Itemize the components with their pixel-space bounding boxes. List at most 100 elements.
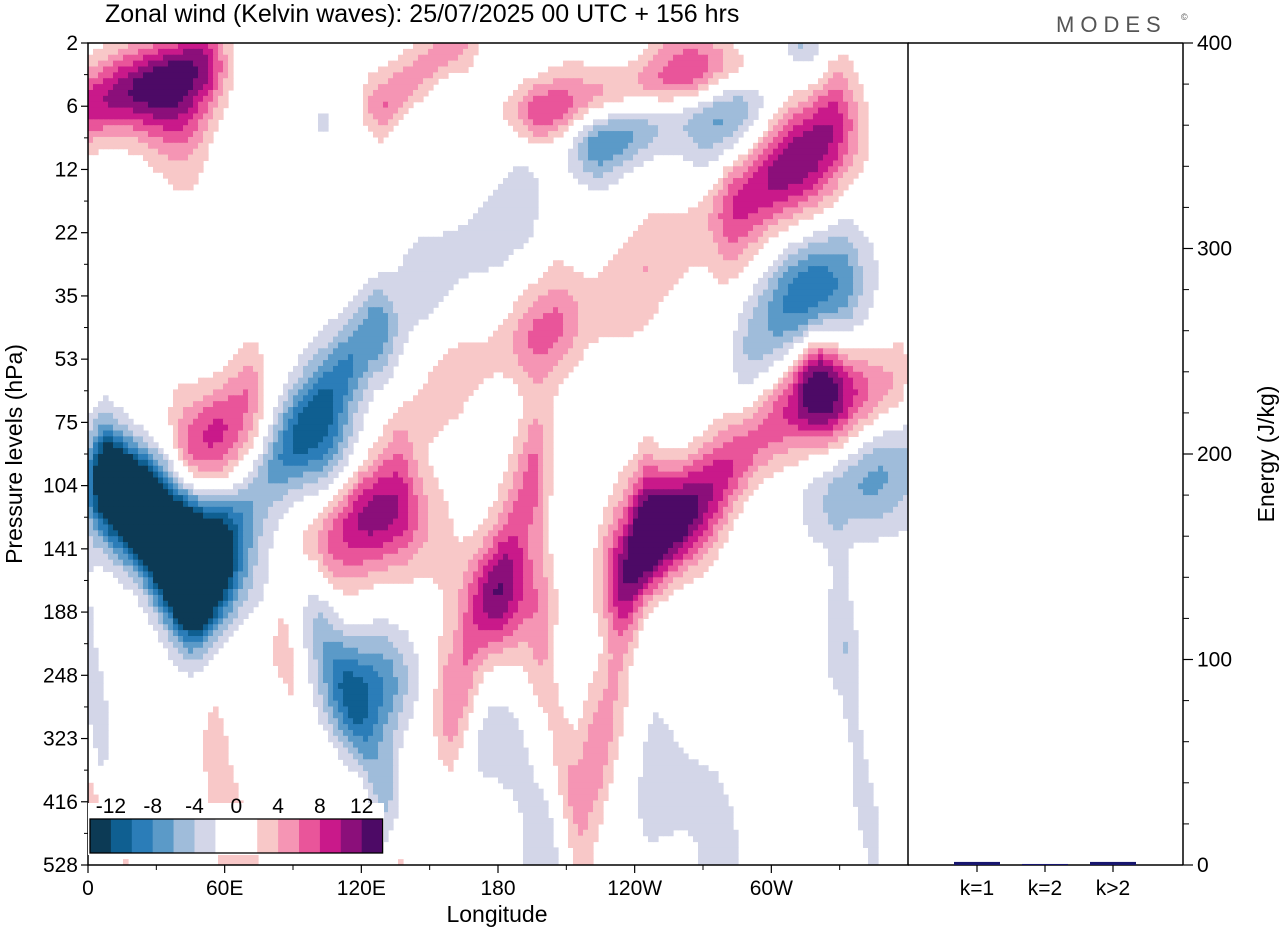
- wind-cell: [633, 307, 639, 314]
- wind-cell: [508, 107, 514, 115]
- wind-cell: [778, 131, 784, 138]
- wind-cell: [433, 48, 439, 56]
- wind-cell: [858, 242, 864, 250]
- wind-cell: [808, 254, 814, 261]
- wind-cell: [218, 401, 224, 408]
- wind-cell: [373, 365, 379, 373]
- wind-cell: [683, 225, 689, 232]
- wind-cell: [628, 266, 634, 273]
- wind-cell: [648, 72, 654, 79]
- wind-cell: [173, 412, 179, 420]
- wind-cell: [858, 119, 864, 126]
- wind-cell: [793, 277, 799, 285]
- wind-cell: [658, 136, 664, 144]
- wind-cell: [713, 219, 719, 226]
- wind-cell: [838, 84, 844, 91]
- wind-cell: [368, 89, 374, 97]
- wind-cell: [578, 154, 584, 162]
- wind-cell: [758, 330, 764, 338]
- wind-cell: [783, 131, 789, 138]
- wind-cell: [473, 348, 479, 355]
- wind-cell: [518, 318, 524, 326]
- wind-cell: [583, 178, 589, 185]
- wind-cell: [743, 336, 749, 344]
- wind-cell: [388, 89, 394, 97]
- wind-cell: [778, 395, 784, 402]
- wind-cell: [448, 354, 454, 361]
- wind-cell: [733, 131, 739, 138]
- wind-cell: [373, 113, 379, 120]
- wind-cell: [448, 383, 454, 391]
- wind-cell: [853, 395, 859, 402]
- wind-cell: [348, 389, 354, 396]
- wind-cell: [753, 201, 759, 208]
- wind-cell: [403, 330, 409, 338]
- wind-cell: [643, 148, 649, 156]
- wind-cell: [678, 248, 684, 255]
- wind-cell: [133, 95, 139, 103]
- wind-cell: [288, 401, 294, 408]
- wind-cell: [503, 236, 509, 244]
- wind-cell: [713, 195, 719, 203]
- wind-cell: [828, 395, 834, 402]
- wind-cell: [643, 131, 649, 138]
- wind-cell: [153, 107, 159, 115]
- wind-cell: [753, 148, 759, 156]
- wind-cell: [483, 201, 489, 208]
- wind-cell: [583, 148, 589, 156]
- wind-cell: [528, 178, 534, 185]
- wind-cell: [193, 113, 199, 120]
- wind-cell: [818, 295, 824, 302]
- wind-cell: [568, 295, 574, 302]
- wind-cell: [388, 336, 394, 344]
- wind-cell: [453, 248, 459, 255]
- wind-cell: [168, 125, 174, 132]
- wind-cell: [708, 113, 714, 120]
- wind-cell: [788, 254, 794, 261]
- wind-cell: [828, 389, 834, 396]
- wind-cell: [358, 365, 364, 373]
- wind-cell: [738, 178, 744, 185]
- wind-cell: [823, 389, 829, 396]
- wind-cell: [808, 54, 814, 62]
- wind-cell: [383, 436, 389, 443]
- wind-cell: [793, 266, 799, 273]
- wind-cell: [398, 342, 404, 349]
- wind-cell: [138, 66, 144, 73]
- wind-cell: [833, 418, 839, 426]
- wind-cell: [213, 119, 219, 126]
- wind-cell: [183, 89, 189, 97]
- wind-cell: [378, 107, 384, 115]
- wind-cell: [533, 195, 539, 203]
- wind-cell: [813, 395, 819, 402]
- wind-cell: [758, 313, 764, 320]
- wind-cell: [738, 260, 744, 267]
- wind-cell: [848, 371, 854, 379]
- wind-cell: [728, 43, 734, 50]
- wind-cell: [763, 154, 769, 162]
- wind-cell: [793, 254, 799, 261]
- wind-cell: [623, 295, 629, 302]
- wind-cell: [768, 213, 774, 220]
- wind-cell: [638, 301, 644, 308]
- wind-cell: [713, 78, 719, 85]
- wind-cell: [563, 89, 569, 97]
- wind-cell: [323, 377, 329, 385]
- wind-cell: [553, 277, 559, 285]
- wind-cell: [553, 271, 559, 279]
- wind-cell: [358, 412, 364, 420]
- wind-cell: [848, 277, 854, 285]
- wind-cell: [433, 72, 439, 79]
- wind-cell: [563, 342, 569, 349]
- wind-cell: [628, 119, 634, 126]
- wind-cell: [238, 371, 244, 379]
- wind-cell: [823, 365, 829, 373]
- wind-cell: [353, 430, 359, 437]
- wind-cell: [578, 72, 584, 79]
- wind-cell: [168, 54, 174, 62]
- wind-cell: [213, 395, 219, 402]
- wind-cell: [888, 389, 894, 396]
- wind-cell: [533, 307, 539, 314]
- wind-cell: [313, 383, 319, 391]
- wind-cell: [848, 360, 854, 367]
